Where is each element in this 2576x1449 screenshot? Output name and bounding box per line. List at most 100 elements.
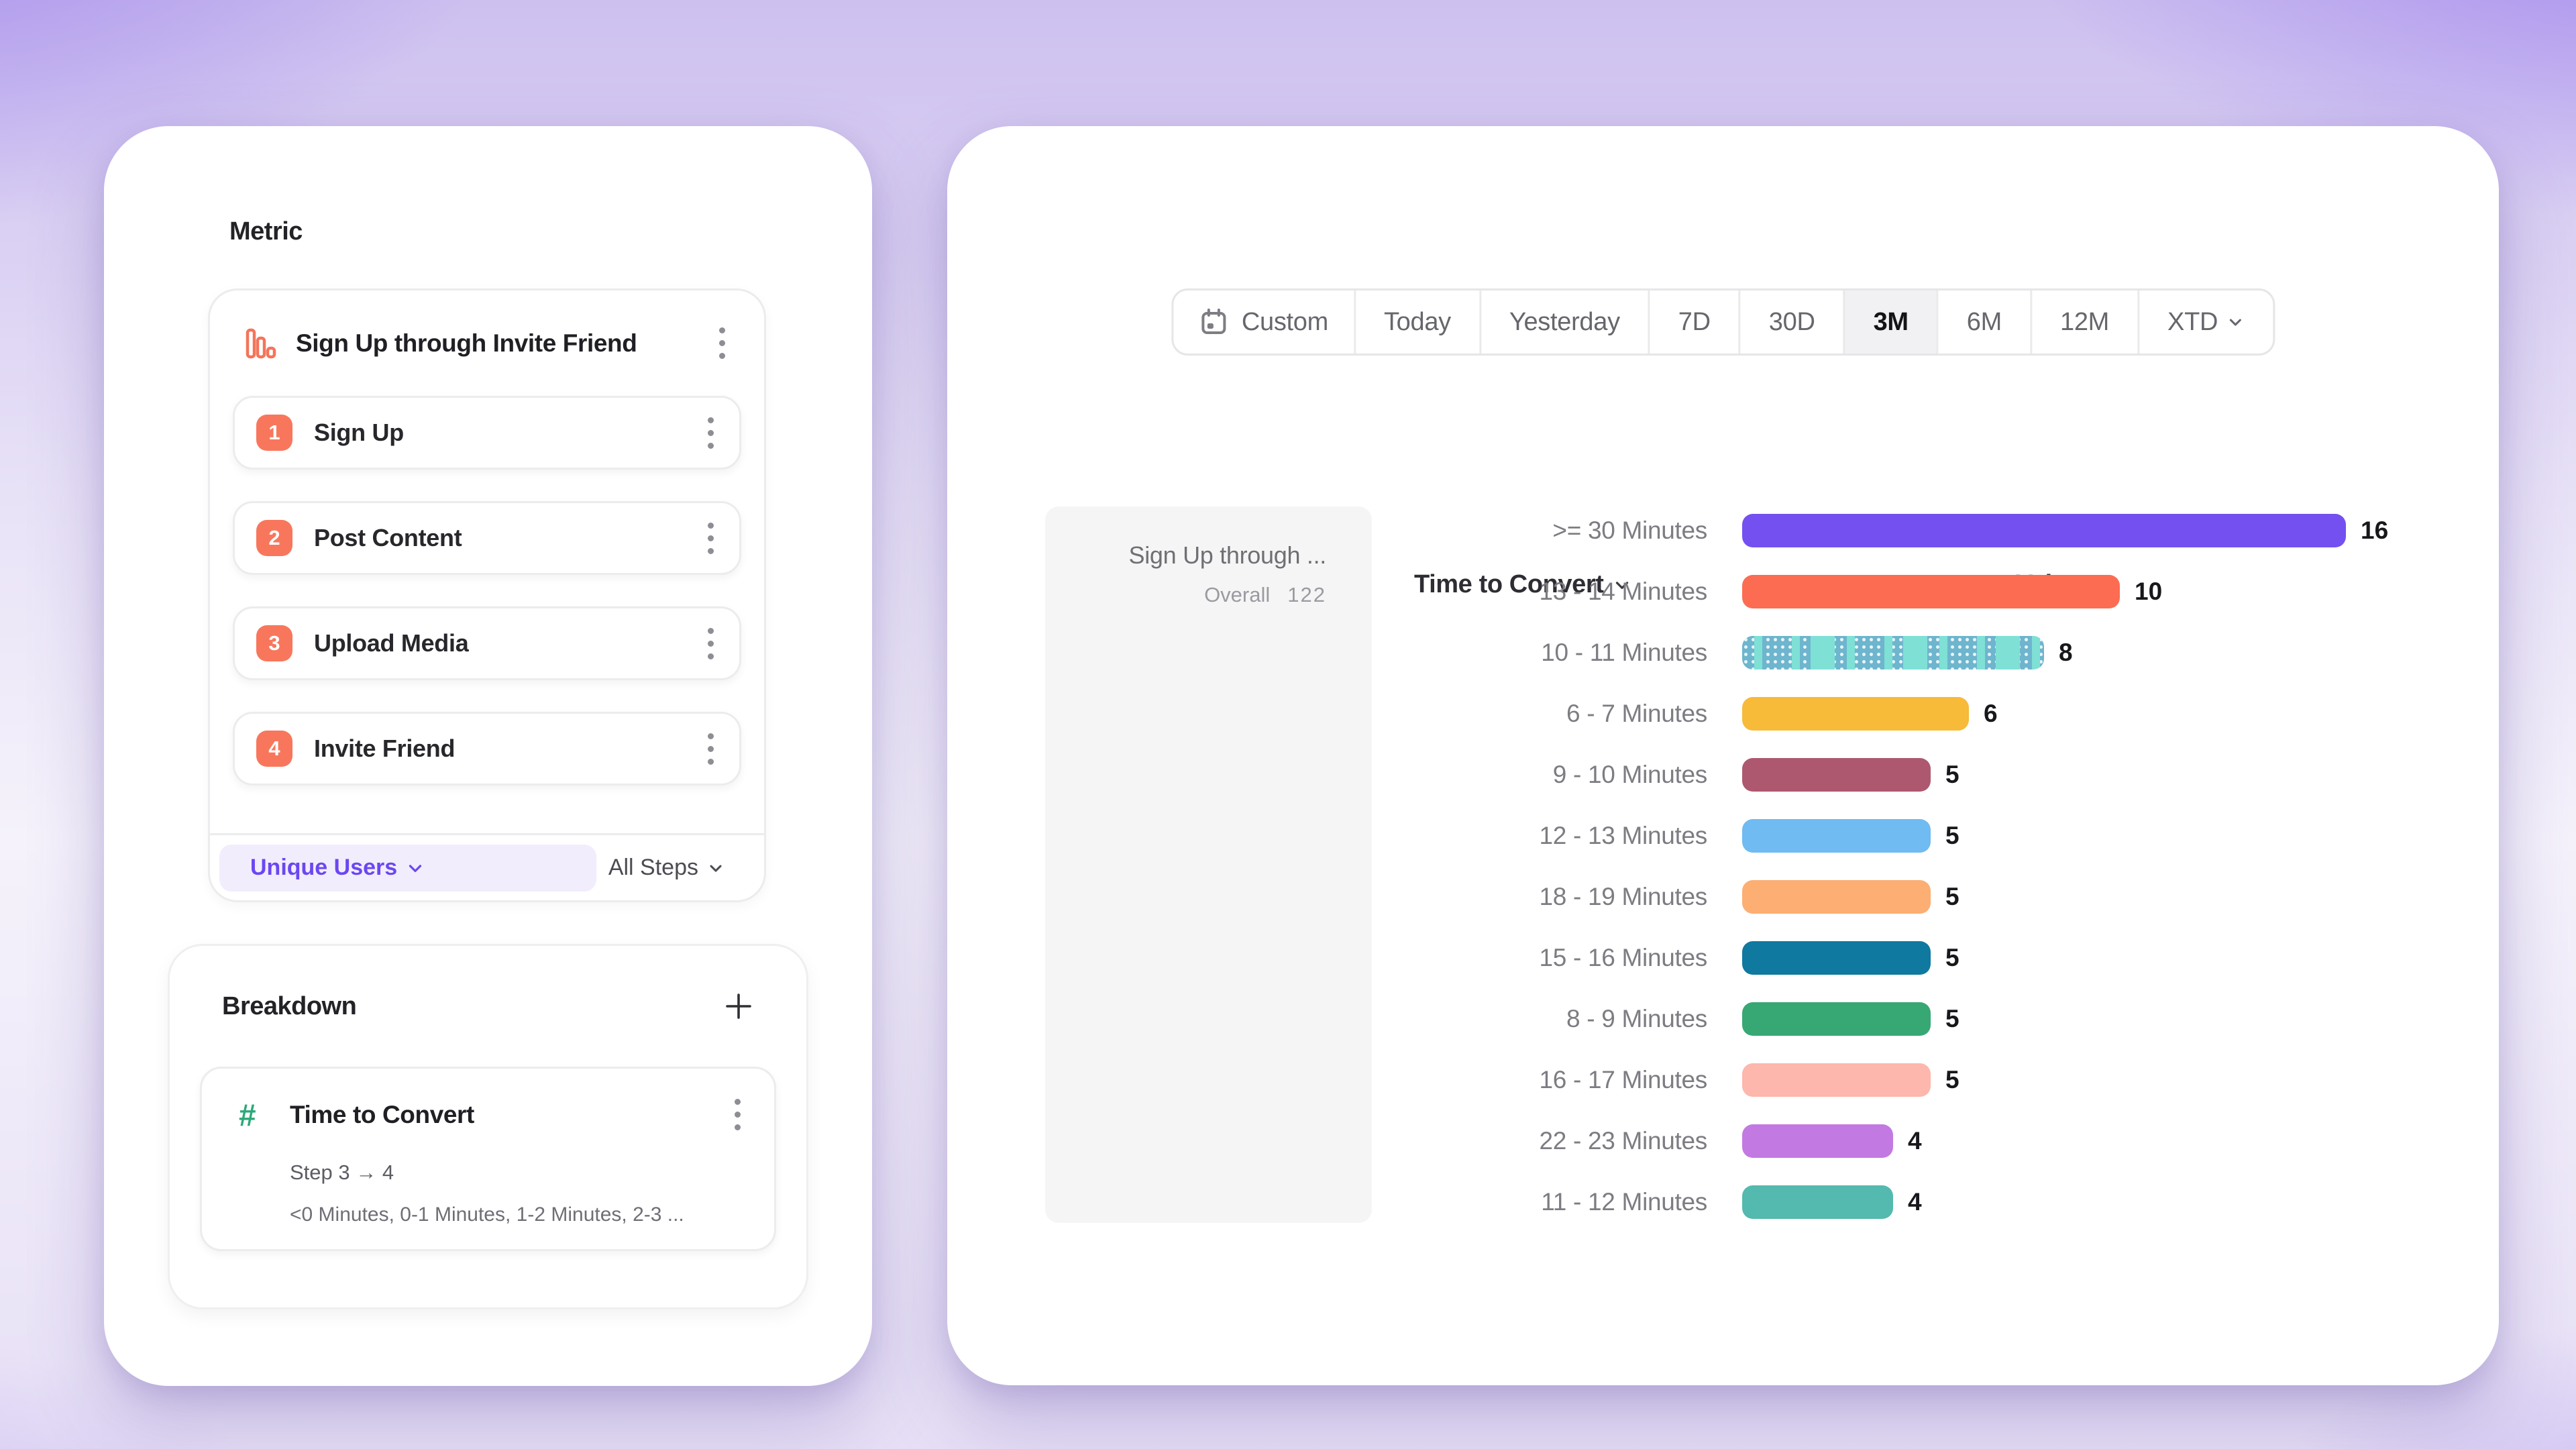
metric-footer: Unique Users All Steps xyxy=(210,833,764,900)
date-option-7d[interactable]: 7D xyxy=(1648,290,1739,354)
bucket-label: 15 - 16 Minutes xyxy=(1539,943,1707,971)
bucket-label: 11 - 12 Minutes xyxy=(1541,1187,1707,1216)
chevron-down-icon xyxy=(1612,575,1632,595)
value-bar[interactable] xyxy=(1742,513,2346,547)
date-range-selector: Custom Today Yesterday 7D 30D 3M 6M 12M XTD xyxy=(1171,288,2275,356)
chart-row: 22 - 23 Minutes 4 xyxy=(947,1110,2499,1171)
kebab-menu-icon[interactable] xyxy=(731,1091,745,1138)
chart-row: 12 - 13 Minutes 5 xyxy=(947,805,2499,866)
funnel-step-row[interactable]: 2 Post Content xyxy=(233,501,741,575)
bucket-label: 16 - 17 Minutes xyxy=(1539,1065,1707,1093)
chevron-down-icon xyxy=(706,859,725,877)
kebab-menu-icon[interactable] xyxy=(704,621,718,667)
bucket-label: 6 - 7 Minutes xyxy=(1566,699,1707,727)
kebab-menu-icon[interactable] xyxy=(704,726,718,772)
bar-value: 5 xyxy=(1945,821,1960,849)
chart-row: >= 30 Minutes 16 xyxy=(947,500,2499,561)
step-number-badge: 1 xyxy=(256,415,292,451)
bucket-label: 8 - 9 Minutes xyxy=(1566,1004,1707,1032)
add-breakdown-button[interactable] xyxy=(723,991,754,1022)
value-bar[interactable] xyxy=(1742,696,1969,731)
step-label: Sign Up xyxy=(314,419,404,446)
column-header-time-to-convert[interactable]: Time to Convert xyxy=(1414,570,1632,599)
metric-card: Sign Up through Invite Friend 1 Sign Up … xyxy=(208,288,766,902)
value-bar[interactable] xyxy=(1742,635,2044,669)
kebab-menu-icon[interactable] xyxy=(704,515,718,561)
chart-row: 15 - 16 Minutes 5 xyxy=(947,927,2499,988)
breakdown-step-range: Step 3 → 4 xyxy=(290,1161,394,1184)
date-option-6m[interactable]: 6M xyxy=(1936,290,2030,354)
bar-value: 4 xyxy=(1908,1187,1922,1216)
bar-value: 5 xyxy=(1945,1004,1960,1032)
bar-value: 10 xyxy=(2135,577,2163,605)
step-number-badge: 2 xyxy=(256,520,292,556)
funnel-step-row[interactable]: 4 Invite Friend xyxy=(233,712,741,786)
value-bar[interactable] xyxy=(1742,941,1931,975)
date-option-today[interactable]: Today xyxy=(1353,290,1479,354)
date-option-yesterday[interactable]: Yesterday xyxy=(1479,290,1648,354)
bucket-label: 9 - 10 Minutes xyxy=(1552,760,1708,788)
value-bar[interactable] xyxy=(1742,1002,1931,1036)
bar-value: 5 xyxy=(1945,1065,1960,1093)
date-option-12m[interactable]: 12M xyxy=(2030,290,2137,354)
calendar-icon xyxy=(1199,307,1228,337)
bar-value: 6 xyxy=(1984,699,1998,727)
metric-section-title: Metric xyxy=(229,217,303,246)
value-bar[interactable] xyxy=(1742,574,2120,608)
measurement-dropdown[interactable]: Unique Users xyxy=(219,844,596,892)
bar-chart-rows: >= 30 Minutes 16 13 - 14 Minutes 10 10 -… xyxy=(947,500,2499,1232)
value-bar[interactable] xyxy=(1742,757,1931,792)
funnel-cell-overall: Overall 122 xyxy=(1059,583,1326,607)
step-label: Invite Friend xyxy=(314,735,455,762)
kebab-menu-icon[interactable] xyxy=(704,410,718,456)
bar-value: 5 xyxy=(1945,882,1960,910)
value-bar[interactable] xyxy=(1742,879,1931,914)
value-bar[interactable] xyxy=(1742,1063,1931,1097)
value-bar[interactable] xyxy=(1742,1185,1893,1219)
funnel-name: Sign Up through Invite Friend xyxy=(296,329,637,357)
bar-chart-icon xyxy=(245,327,277,360)
chart-row: 16 - 17 Minutes 5 xyxy=(947,1049,2499,1110)
numeric-property-icon: # xyxy=(239,1097,256,1132)
chart-row: 18 - 19 Minutes 5 xyxy=(947,866,2499,927)
breakdown-property-card[interactable]: # Time to Convert Step 3 → 4 <0 Minutes,… xyxy=(200,1067,776,1251)
funnel-cell-name: Sign Up through ... xyxy=(1128,541,1327,569)
breakdown-property-name: Time to Convert xyxy=(290,1100,474,1128)
steps-filter-dropdown[interactable]: All Steps xyxy=(608,855,725,881)
bucket-label: 13 - 14 Minutes xyxy=(1539,577,1707,605)
funnel-metric-header[interactable]: Sign Up through Invite Friend xyxy=(210,290,764,396)
funnel-step-row[interactable]: 1 Sign Up xyxy=(233,396,741,470)
steps-filter-label: All Steps xyxy=(608,855,698,880)
chevron-down-icon xyxy=(405,858,425,878)
step-label: Post Content xyxy=(314,524,462,551)
funnel-row-cell[interactable]: Sign Up through ... Overall 122 xyxy=(1045,506,1372,1223)
chart-row: 13 - 14 Minutes 10 xyxy=(947,561,2499,622)
chart-row: 11 - 12 Minutes 4 xyxy=(947,1171,2499,1232)
date-option-custom[interactable]: Custom xyxy=(1173,290,1354,354)
measurement-label: Unique Users xyxy=(250,855,398,880)
step-label: Upload Media xyxy=(314,629,469,657)
value-bar[interactable] xyxy=(1742,1124,1893,1158)
funnel-step-row[interactable]: 3 Upload Media xyxy=(233,606,741,680)
value-bar[interactable] xyxy=(1742,818,1931,853)
bucket-label: 22 - 23 Minutes xyxy=(1539,1126,1707,1155)
chart-row: 10 - 11 Minutes 8 xyxy=(947,622,2499,683)
bucket-label: >= 30 Minutes xyxy=(1552,516,1707,544)
bar-value: 5 xyxy=(1945,760,1960,788)
chart-row: 8 - 9 Minutes 5 xyxy=(947,988,2499,1049)
date-option-xtd[interactable]: XTD xyxy=(2137,290,2273,354)
bucket-label: 18 - 19 Minutes xyxy=(1539,882,1707,910)
breakdown-section-title: Breakdown xyxy=(222,991,357,1020)
bar-value: 4 xyxy=(1908,1126,1922,1155)
bucket-label: 12 - 13 Minutes xyxy=(1539,821,1707,849)
overall-value: 122 xyxy=(1287,583,1326,606)
kebab-menu-icon[interactable] xyxy=(715,320,729,366)
date-option-30d[interactable]: 30D xyxy=(1738,290,1843,354)
overall-label: Overall xyxy=(1204,583,1271,606)
chevron-down-icon xyxy=(2226,313,2245,331)
bar-value: 5 xyxy=(1945,943,1960,971)
date-option-3m[interactable]: 3M xyxy=(1843,290,1937,354)
breakdown-card: Breakdown # Time to Convert Step 3 → 4 <… xyxy=(168,944,808,1309)
